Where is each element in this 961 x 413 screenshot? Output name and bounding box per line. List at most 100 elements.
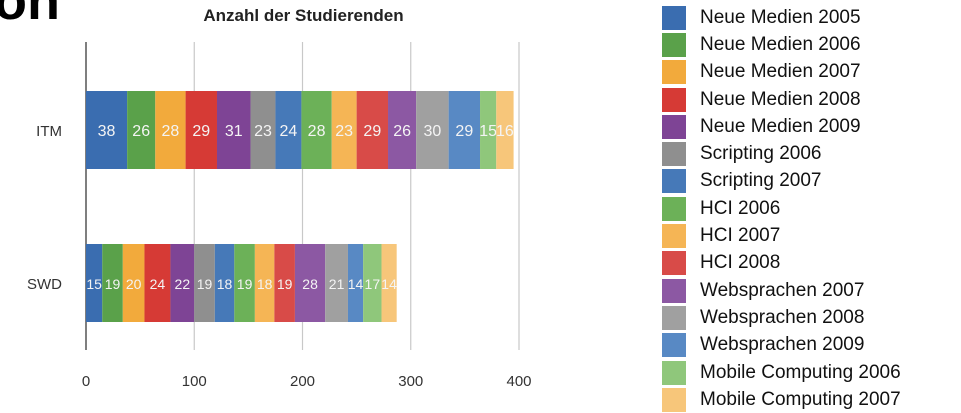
legend-item: HCI 2006 [662, 195, 901, 222]
legend-swatch [662, 5, 686, 30]
data-label-swd-6: 19 [197, 276, 213, 292]
legend-item: Neue Medien 2007 [662, 59, 901, 86]
bar-segment-itm-8 [301, 91, 332, 169]
data-label-swd-12: 21 [329, 276, 345, 292]
x-tick-label-0: 0 [82, 373, 90, 390]
legend-item: Neue Medien 2008 [662, 86, 901, 113]
data-label-swd-4: 24 [150, 276, 166, 292]
legend-swatch [662, 278, 686, 303]
data-label-swd-8: 19 [237, 276, 253, 292]
bar-segment-itm-12 [416, 91, 449, 169]
y-tick-label-swd: SWD [27, 276, 62, 293]
legend-item: Websprachen 2007 [662, 277, 901, 304]
bar-segment-itm-3 [155, 91, 186, 169]
legend-label: HCI 2008 [700, 252, 781, 274]
bar-segment-swd-15 [381, 244, 397, 322]
data-label-swd-10: 19 [277, 276, 293, 292]
legend-label: Scripting 2006 [700, 143, 822, 165]
bar-segment-itm-9 [331, 91, 357, 169]
legend-label: HCI 2007 [700, 225, 781, 247]
legend-swatch [662, 224, 686, 249]
legend-item: HCI 2007 [662, 222, 901, 249]
y-tick-label-itm: ITM [36, 123, 62, 140]
legend-swatch [662, 196, 686, 221]
legend-item: Scripting 2007 [662, 168, 901, 195]
legend-swatch [662, 387, 686, 412]
data-label-itm-2: 26 [132, 123, 150, 140]
chart-plot: 0 100 200 300 400 38 26 28 29 31 23 24 28 23 29 26 30 29 1… [27, 42, 532, 390]
legend-swatch [662, 360, 686, 385]
x-tick-label-100: 100 [182, 373, 207, 390]
bar-segment-swd-10 [274, 244, 295, 322]
bar-segment-swd-8 [234, 244, 255, 322]
bar-segment-itm-10 [356, 91, 389, 169]
legend-swatch [662, 114, 686, 139]
chart-title: Anzahl der Studierenden [203, 6, 404, 25]
legend-label: Neue Medien 2008 [700, 88, 861, 110]
bar-segment-swd-7 [214, 244, 235, 322]
legend-item: Websprachen 2009 [662, 332, 901, 359]
bar-segment-itm-15 [496, 91, 514, 169]
legend-label: Websprachen 2009 [700, 334, 865, 356]
legend-label: Mobile Computing 2007 [700, 388, 901, 410]
bar-segment-swd-2 [102, 244, 123, 322]
data-label-itm-12: 30 [424, 123, 442, 140]
data-label-swd-13: 14 [348, 276, 364, 292]
bar-segment-swd-12 [325, 244, 348, 322]
bar-segment-itm-6 [250, 91, 276, 169]
bar-segment-swd-1 [86, 244, 103, 322]
legend-item: HCI 2008 [662, 250, 901, 277]
bar-segment-itm-4 [185, 91, 217, 169]
legend-swatch [662, 60, 686, 85]
data-label-swd-11: 28 [302, 276, 318, 292]
legend-label: Scripting 2007 [700, 170, 822, 192]
legend-swatch [662, 169, 686, 194]
data-label-itm-4: 29 [192, 123, 210, 140]
legend-label: Websprachen 2007 [700, 279, 865, 301]
data-label-swd-5: 22 [175, 276, 191, 292]
legend-label: Mobile Computing 2006 [700, 361, 901, 383]
legend-item: Websprachen 2008 [662, 304, 901, 331]
bar-segment-itm-7 [275, 91, 302, 169]
data-label-itm-14: 15 [479, 123, 497, 140]
data-label-itm-13: 29 [455, 123, 473, 140]
data-label-itm-9: 23 [335, 123, 353, 140]
x-tick-label-300: 300 [398, 373, 423, 390]
legend-label: Websprachen 2008 [700, 306, 865, 328]
data-label-swd-3: 20 [126, 276, 142, 292]
legend-swatch [662, 251, 686, 276]
data-label-itm-10: 29 [363, 123, 381, 140]
bar-segment-swd-9 [254, 244, 275, 322]
legend-label: HCI 2006 [700, 197, 781, 219]
legend-item: Neue Medien 2006 [662, 31, 901, 58]
data-label-itm-15: 16 [496, 123, 514, 140]
data-label-swd-2: 19 [105, 276, 121, 292]
data-label-swd-15: 14 [381, 276, 397, 292]
bar-segment-itm-1 [86, 91, 128, 169]
bar-segment-swd-13 [347, 244, 364, 322]
bar-segment-itm-13 [448, 91, 481, 169]
legend-swatch [662, 87, 686, 112]
data-label-swd-9: 18 [257, 276, 273, 292]
x-tick-label-200: 200 [290, 373, 315, 390]
data-label-itm-8: 28 [308, 123, 326, 140]
legend-item: Mobile Computing 2007 [662, 386, 901, 413]
cropped-heading-fragment: on [0, 0, 60, 31]
legend-label: Neue Medien 2007 [700, 61, 861, 83]
legend-item: Scripting 2006 [662, 140, 901, 167]
data-label-itm-5: 31 [225, 123, 243, 140]
data-label-itm-3: 28 [162, 123, 180, 140]
data-label-itm-11: 26 [393, 123, 411, 140]
bar-segment-swd-4 [144, 244, 171, 322]
bar-segment-swd-14 [363, 244, 382, 322]
legend-item: Neue Medien 2009 [662, 113, 901, 140]
legend-item: Mobile Computing 2006 [662, 359, 901, 386]
legend-swatch [662, 32, 686, 57]
bar-segment-itm-11 [388, 91, 417, 169]
data-label-itm-7: 24 [280, 123, 298, 140]
data-label-itm-1: 38 [98, 123, 116, 140]
legend-swatch [662, 142, 686, 167]
bar-segment-itm-14 [480, 91, 497, 169]
data-label-itm-6: 23 [254, 123, 272, 140]
bar-segment-swd-5 [170, 244, 195, 322]
